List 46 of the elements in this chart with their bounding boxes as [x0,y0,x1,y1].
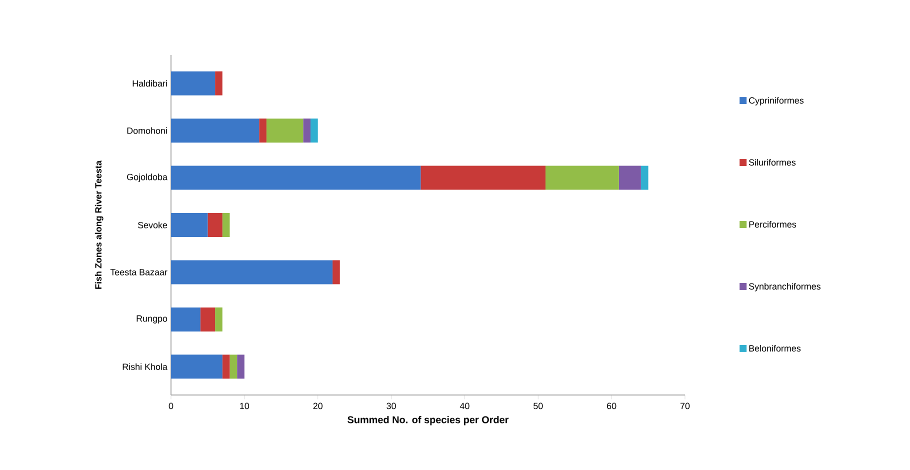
y-tick-label: Teesta Bazaar [110,269,168,276]
bar [200,307,216,332]
bar [215,71,222,96]
bar [171,213,208,238]
bar [310,118,318,143]
bar [640,166,648,190]
x-axis-title: Summed No. of species per Order [348,416,509,426]
bar [266,118,304,143]
bar [222,354,230,379]
y-tick-label: Rishi Khola [122,363,168,370]
bar [259,118,266,143]
bar [215,307,222,332]
bar [230,354,238,379]
y-tick-label: Gojoldoba [127,174,168,182]
bar [171,307,200,332]
x-tick-label: 30 [386,402,396,410]
y-tick-label: Haldibari [132,80,167,87]
y-tick-label: Sevoke [138,222,168,228]
bar [618,166,641,190]
bar [171,71,216,96]
bar [171,166,421,190]
legend-label: Synbranchiformes [748,282,821,292]
bar [545,166,619,190]
bar [208,213,222,238]
bar [237,354,244,379]
y-tick-label: Rungpo [136,315,168,324]
legend-label: Beloniformes [749,344,801,352]
bar [222,213,230,238]
bar [303,118,311,143]
bar [171,354,222,379]
legend-label: Cypriniformes [749,97,804,106]
x-tick-label: 60 [607,402,616,410]
bar [171,260,333,284]
bar [332,260,340,284]
x-tick-label: 20 [313,402,322,410]
legend-label: Siluriformes [748,159,796,166]
x-tick-label: 70 [680,402,690,410]
x-tick-label: 10 [240,402,250,410]
x-tick-label: 40 [460,402,470,410]
x-tick-label: 50 [534,402,543,410]
x-tick-label: 0 [168,402,174,410]
bar [420,166,546,190]
y-tick-label: Domohoni [127,127,167,134]
legend-label: Perciformes [749,221,796,228]
y-axis-title: Fish Zones along River Teesta [94,160,104,289]
bar [171,118,260,143]
